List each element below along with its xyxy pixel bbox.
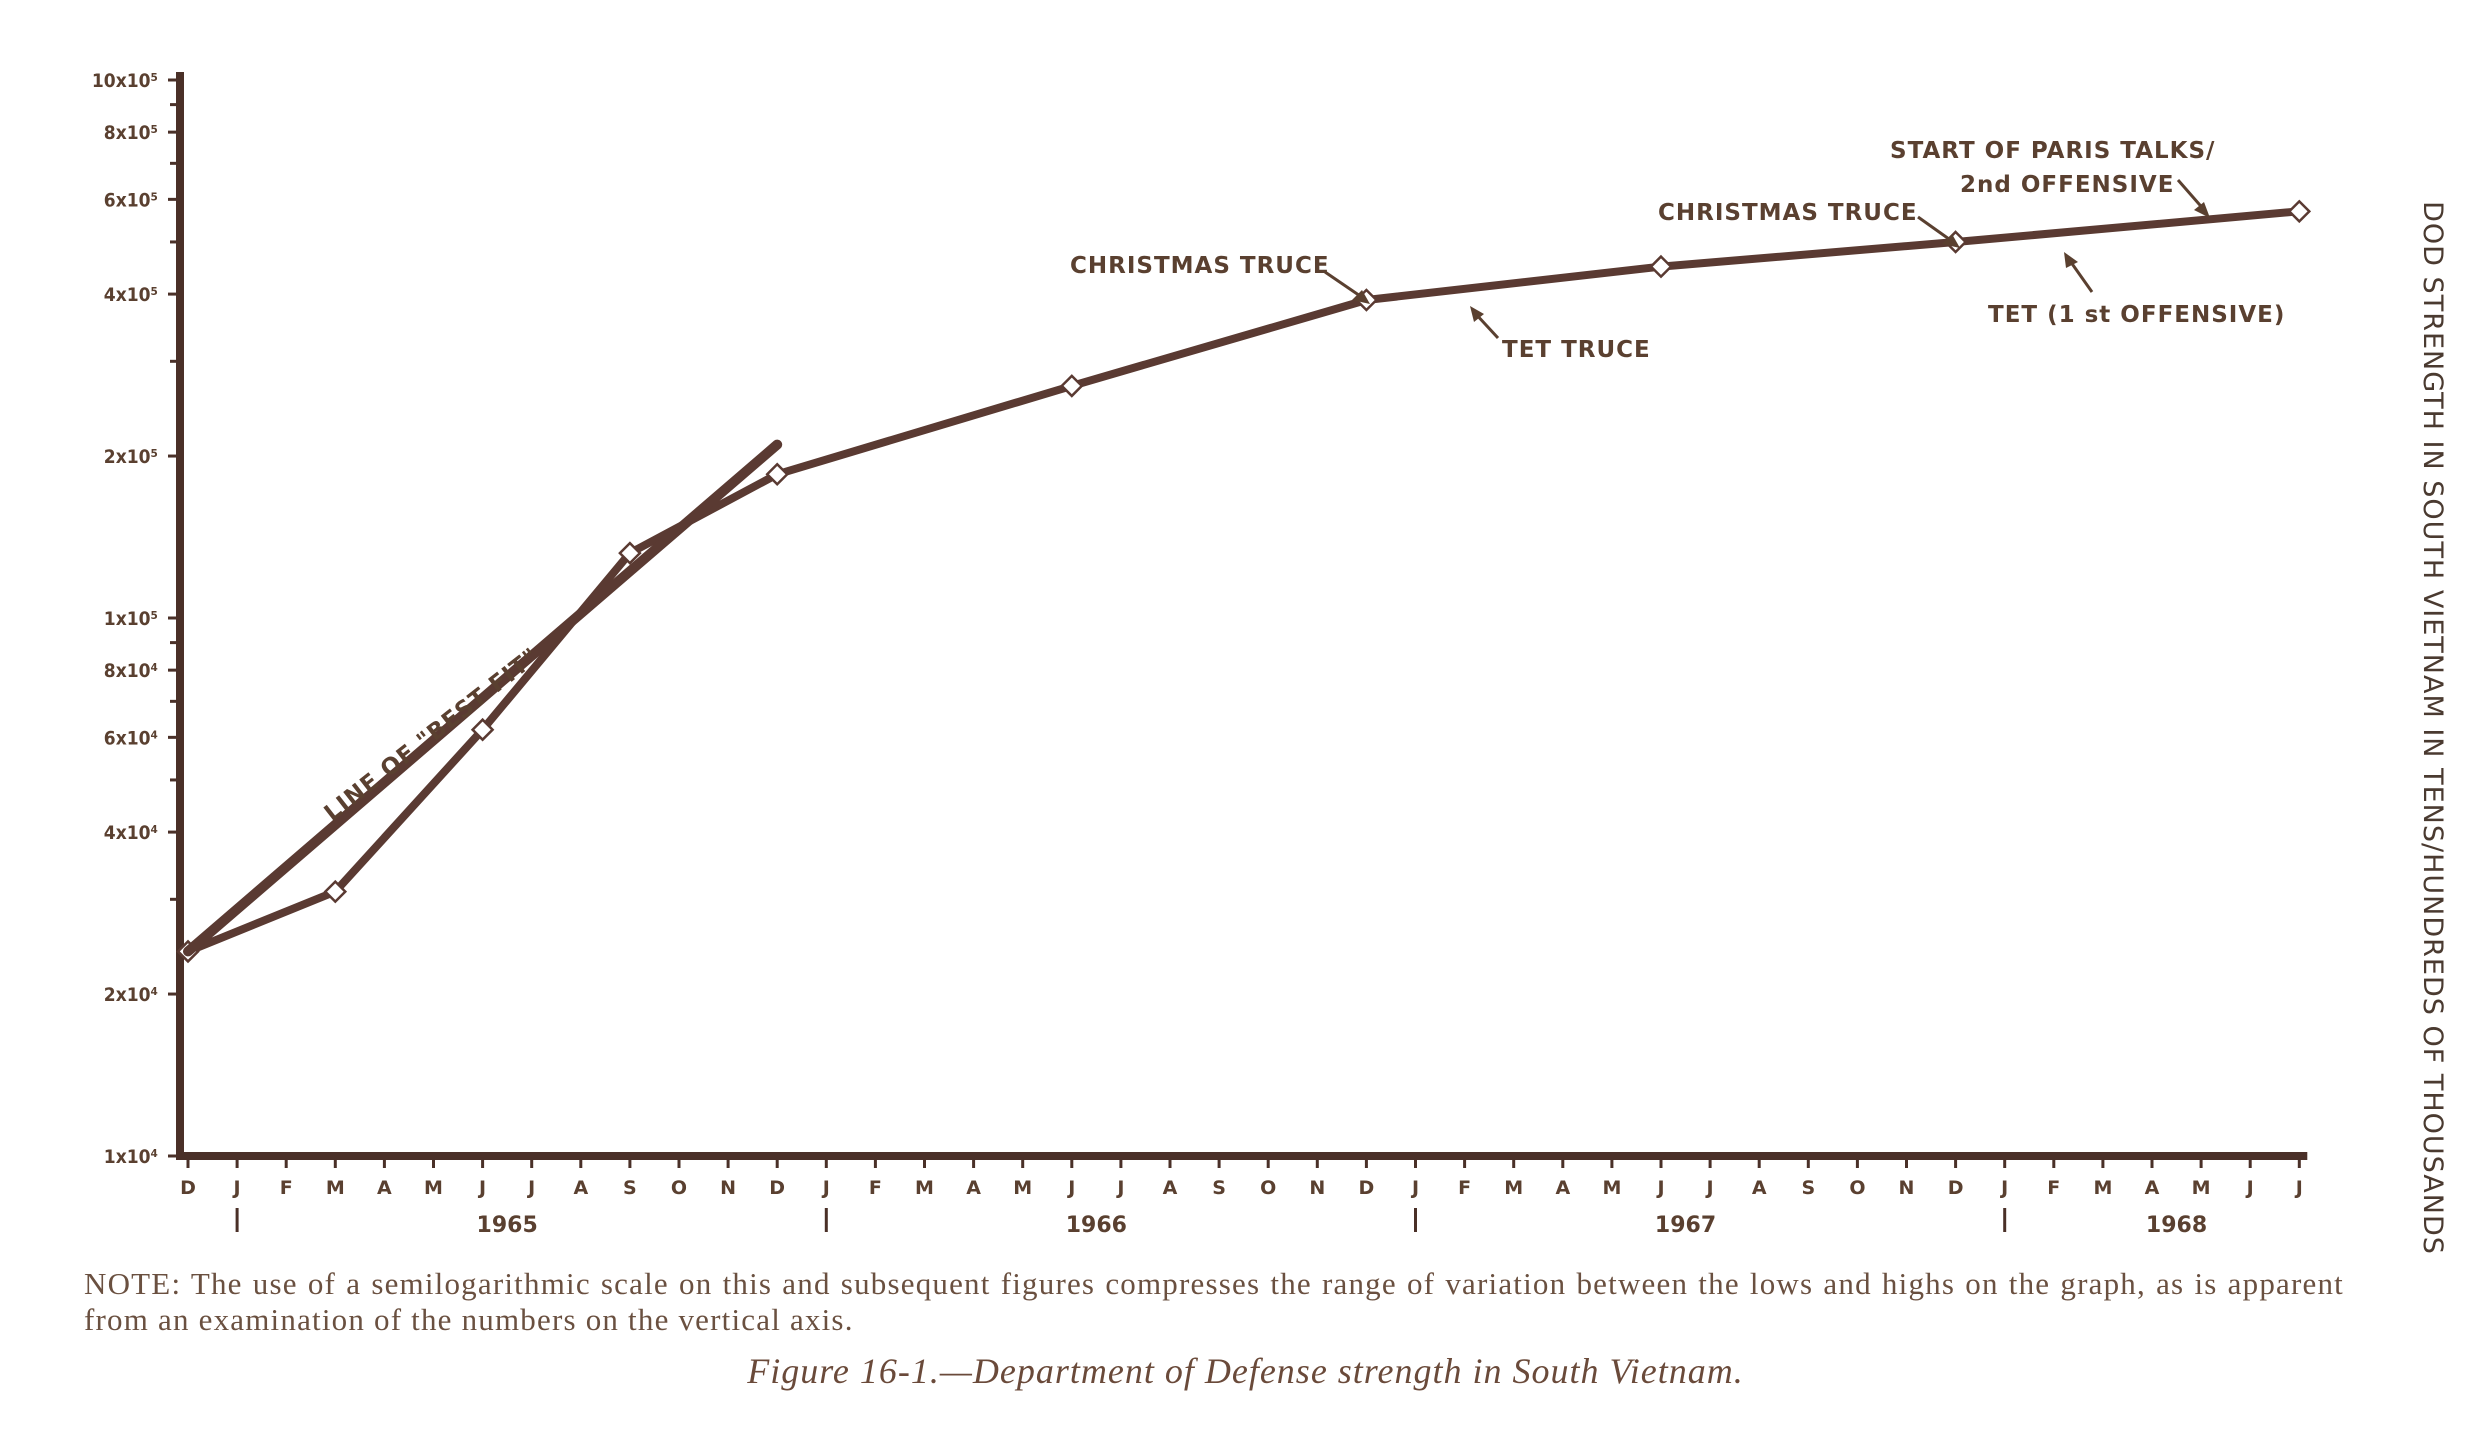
- x-month-label: M: [1602, 1177, 1621, 1199]
- x-month-label: D: [1359, 1177, 1375, 1199]
- x-month-label: M: [1013, 1177, 1032, 1199]
- x-month-label: J: [1115, 1177, 1124, 1199]
- data-point-marker: [1060, 374, 1084, 398]
- data-point-marker: [618, 541, 642, 565]
- x-month-label: O: [671, 1177, 687, 1199]
- y-tick-label: 2x10⁵: [104, 446, 158, 468]
- annotation-second-offensive: 2nd OFFENSIVE: [1960, 172, 2174, 198]
- x-month-label: O: [1849, 1177, 1865, 1199]
- x-month-label: M: [1504, 1177, 1523, 1199]
- data-point-marker: [470, 717, 495, 742]
- x-month-label: J: [526, 1177, 535, 1199]
- x-month-label: N: [1899, 1177, 1915, 1199]
- series: [176, 199, 2312, 964]
- x-month-label: A: [2145, 1177, 2160, 1199]
- x-month-label: S: [1212, 1177, 1226, 1199]
- annotation-tet-truce: TET TRUCE: [1502, 337, 1651, 363]
- x-month-label: N: [1309, 1177, 1325, 1199]
- x-month-label: F: [869, 1177, 882, 1199]
- y-tick-label: 6x10⁵: [104, 189, 158, 211]
- best-fit-line: [183, 439, 783, 957]
- x-year-label: 1967: [1655, 1213, 1716, 1238]
- x-month-label: A: [377, 1177, 392, 1199]
- y-tick-label: 10x10⁵: [92, 70, 158, 92]
- arrowhead-christmas-truce-1967: [1942, 234, 1960, 248]
- x-month-label: J: [1655, 1177, 1664, 1199]
- x-month-label: F: [280, 1177, 293, 1199]
- arrowhead-tet-offensive: [2064, 252, 2078, 268]
- x-year-label: 1968: [2146, 1213, 2207, 1238]
- x-month-label: D: [769, 1177, 785, 1199]
- annotation-tet-offensive: TET (1 st OFFENSIVE): [1988, 302, 2285, 328]
- x-month-label: D: [1948, 1177, 1964, 1199]
- x-month-label: J: [2245, 1177, 2254, 1199]
- x-month-label: M: [424, 1177, 443, 1199]
- x-month-label: J: [1999, 1177, 2008, 1199]
- annotation-christmas-truce-1966: CHRISTMAS TRUCE: [1070, 253, 1330, 279]
- x-month-label: J: [477, 1177, 486, 1199]
- x-month-label: F: [2047, 1177, 2060, 1199]
- annotation-christmas-truce-1967: CHRISTMAS TRUCE: [1658, 200, 1918, 226]
- x-month-label: A: [1163, 1177, 1178, 1199]
- data-point-marker: [765, 462, 789, 487]
- y-tick-label: 4x10⁴: [104, 822, 158, 844]
- x-month-label: M: [326, 1177, 345, 1199]
- x-month-label: A: [1555, 1177, 1570, 1199]
- x-month-label: F: [1458, 1177, 1471, 1199]
- y-axis-label: DOD STRENGTH IN SOUTH VIETNAM IN TENS/HU…: [2417, 201, 2448, 1255]
- x-month-label: M: [2192, 1177, 2211, 1199]
- y-tick-label: 2x10⁴: [104, 984, 158, 1006]
- x-month-label: D: [180, 1177, 196, 1199]
- x-month-label: J: [1066, 1177, 1075, 1199]
- figure-note: NOTE: The use of a semilogarithmic scale…: [84, 1266, 2344, 1337]
- x-month-label: M: [915, 1177, 934, 1199]
- x-month-label: J: [1705, 1177, 1714, 1199]
- x-month-label: A: [966, 1177, 981, 1199]
- annotation-best-fit: LINE OF "BEST FIT": [320, 643, 545, 827]
- x-month-label: J: [821, 1177, 830, 1199]
- x-month-label: A: [573, 1177, 588, 1199]
- x-month-label: J: [1410, 1177, 1419, 1199]
- x-month-label: J: [232, 1177, 241, 1199]
- y-tick-label: 8x10⁴: [104, 660, 158, 682]
- data-point-marker: [323, 879, 348, 904]
- y-tick-label: 6x10⁴: [104, 727, 158, 749]
- arrowhead-christmas-truce-1966: [1352, 290, 1370, 304]
- x-month-label: M: [2093, 1177, 2112, 1199]
- x-month-label: N: [720, 1177, 736, 1199]
- figure-caption: Figure 16-1.—Department of Defense stren…: [747, 1351, 1744, 1391]
- x-month-label: S: [623, 1177, 637, 1199]
- x-month-label: S: [1801, 1177, 1815, 1199]
- y-tick-label: 1x10⁵: [104, 608, 158, 630]
- x-year-label: 1966: [1066, 1213, 1127, 1238]
- x-month-label: O: [1260, 1177, 1276, 1199]
- arrowhead-paris-talks: [2194, 202, 2210, 218]
- annotation-paris-talks: START OF PARIS TALKS/: [1890, 138, 2215, 164]
- y-ticks: 1x10⁴ 2x10⁴ 4x10⁴ 6x10⁴ 8x10⁴ 1x10⁵ 2x10⁵ 4x10⁵…: [92, 70, 182, 1168]
- y-tick-label: 4x10⁵: [104, 284, 158, 306]
- arrowhead-tet-truce: [1470, 306, 1484, 322]
- y-tick-label: 8x10⁵: [104, 122, 158, 144]
- data-point-marker: [1649, 254, 1673, 279]
- data-point-marker: [2287, 199, 2312, 224]
- x-year-label: 1965: [477, 1213, 538, 1238]
- y-tick-label: 1x10⁴: [104, 1146, 158, 1168]
- strength-line: [184, 207, 2304, 956]
- x-month-label: A: [1752, 1177, 1767, 1199]
- x-month-label: J: [2294, 1177, 2303, 1199]
